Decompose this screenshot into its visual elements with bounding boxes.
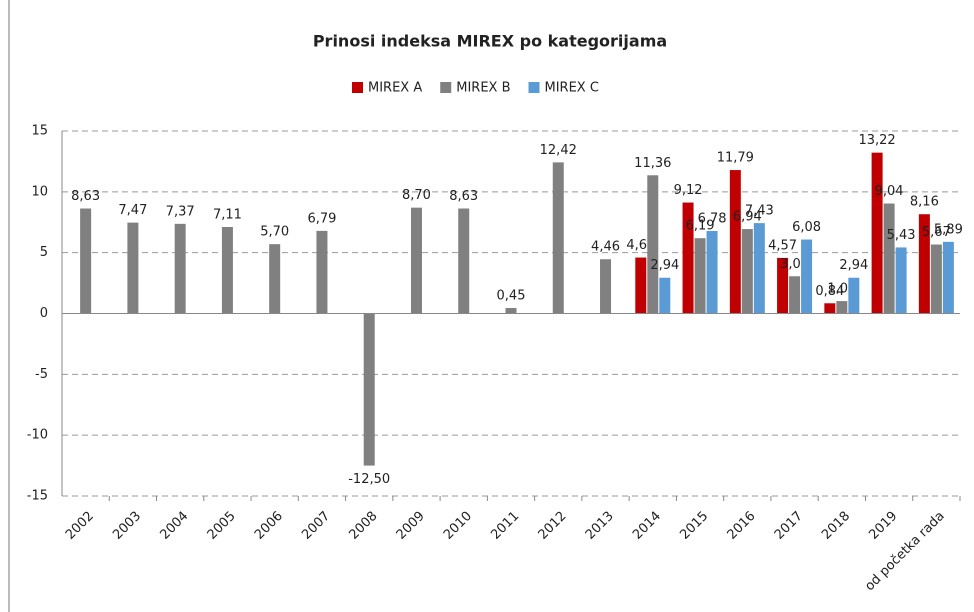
data-label: 5,43: [887, 228, 916, 243]
bar: [789, 276, 801, 314]
data-label: 6,08: [792, 220, 821, 235]
bar: [824, 303, 836, 314]
bar: [269, 244, 281, 314]
bar: [363, 313, 375, 466]
data-label: 7,47: [118, 203, 147, 218]
y-tick-label: -5: [35, 367, 48, 382]
x-tick-label: 2003: [110, 509, 144, 543]
x-tick-label: 2007: [299, 509, 333, 543]
data-label: 8,63: [449, 189, 478, 204]
data-label: 4,46: [591, 240, 620, 255]
data-label: 6,94: [733, 210, 762, 225]
bar: [316, 230, 328, 314]
bar: [552, 162, 564, 314]
bar: [753, 223, 765, 314]
data-label: 7,43: [745, 204, 774, 219]
data-label: 6,79: [307, 211, 336, 226]
data-label: 9,12: [674, 183, 703, 198]
bar: [600, 259, 612, 314]
data-label: 12,42: [540, 143, 577, 158]
x-tick-label: 2013: [583, 509, 617, 543]
data-label: 5,67: [922, 225, 951, 240]
data-label: 7,11: [213, 207, 242, 222]
legend-label: MIREX B: [456, 81, 510, 96]
bar: [80, 208, 92, 314]
data-label: 9,04: [875, 184, 904, 199]
data-label: 0,84: [815, 284, 844, 299]
x-tick-label: 2008: [347, 509, 381, 543]
bar: [729, 170, 741, 314]
bar: [801, 239, 813, 314]
x-tick-label: 2015: [677, 509, 711, 543]
x-tick-label: 2019: [866, 509, 900, 543]
bar: [694, 238, 706, 314]
legend-swatch: [528, 82, 540, 93]
bar: [741, 229, 753, 314]
bar: [647, 175, 659, 314]
x-tick-label: od početka rada: [862, 509, 947, 594]
bar: [505, 308, 517, 314]
x-tick-label: 2010: [441, 509, 475, 543]
x-tick-label: 2006: [252, 509, 286, 543]
data-label: 6,78: [698, 212, 727, 227]
data-label: 6,19: [686, 219, 715, 234]
x-tick-label: 2009: [394, 509, 428, 543]
y-tick-label: 0: [40, 306, 48, 321]
data-label: 8,63: [71, 189, 100, 204]
data-label: 2,94: [650, 258, 679, 273]
data-label: 11,79: [717, 151, 754, 166]
x-tick-label: 2002: [63, 509, 97, 543]
chart-title: Prinosi indeksa MIREX po kategorijama: [313, 32, 667, 51]
bar: [635, 257, 647, 314]
y-tick-label: 5: [40, 245, 48, 260]
x-tick-label: 2016: [725, 509, 759, 543]
y-tick-label: -15: [27, 489, 48, 504]
data-label: 4,57: [768, 238, 797, 253]
x-tick-label: 2005: [205, 509, 239, 543]
x-tick-label: 2014: [630, 509, 664, 543]
bar: [682, 202, 694, 314]
x-tick-label: 2004: [157, 509, 191, 543]
x-tick-label: 2017: [772, 509, 806, 543]
data-label: -12,50: [348, 472, 390, 487]
x-tick-label: 2011: [488, 509, 522, 543]
bar: [871, 152, 883, 314]
bar: [458, 208, 470, 314]
legend-swatch: [440, 82, 452, 93]
data-label: 8,70: [402, 188, 431, 203]
x-tick-label: 2018: [819, 509, 853, 543]
data-label: 11,36: [634, 156, 671, 171]
data-label: 7,37: [166, 204, 195, 219]
legend-label: MIREX A: [368, 81, 422, 96]
legend-label: MIREX C: [545, 81, 599, 96]
bar: [127, 222, 139, 314]
bar: [777, 257, 789, 314]
bar: [836, 301, 848, 314]
data-label: 13,22: [858, 133, 895, 148]
data-label: 0,45: [497, 289, 526, 304]
y-tick-label: 10: [31, 184, 48, 199]
data-label: 5,89: [934, 222, 963, 237]
y-tick-label: 15: [31, 124, 48, 139]
bar: [883, 203, 895, 314]
bar: [895, 247, 907, 314]
bar: [174, 223, 186, 314]
bar: [221, 226, 233, 314]
bar: [848, 277, 860, 314]
bar: [410, 207, 422, 314]
data-label: 5,70: [260, 225, 289, 240]
x-tick-label: 2012: [536, 509, 570, 543]
data-label: 2,94: [839, 258, 868, 273]
bar: [930, 244, 942, 314]
data-label: 8,16: [910, 195, 939, 210]
y-tick-label: -10: [27, 428, 48, 443]
bar: [918, 214, 930, 314]
bar: [942, 241, 954, 314]
bar: [659, 277, 671, 314]
bar: [706, 231, 718, 314]
legend-swatch: [352, 82, 363, 93]
